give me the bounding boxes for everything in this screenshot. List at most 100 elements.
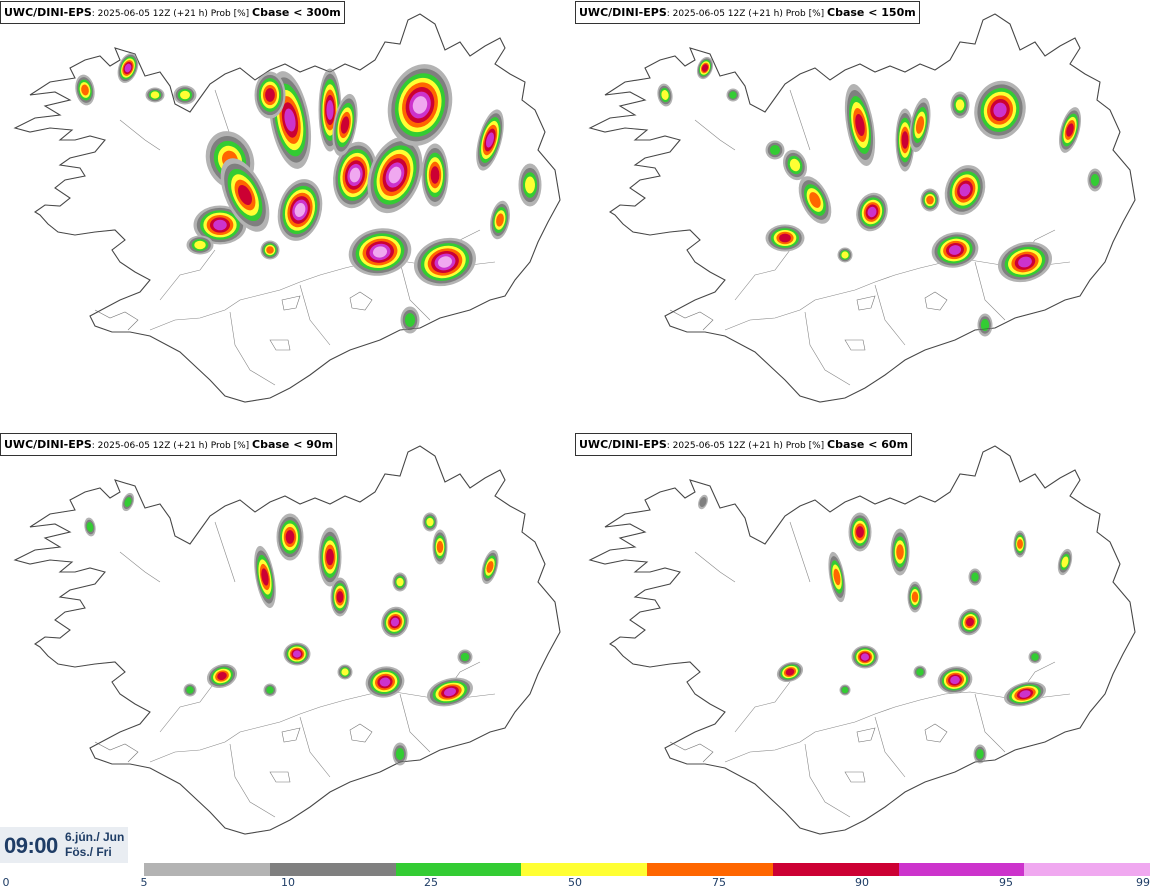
probability-blob <box>173 85 197 105</box>
probability-contour <box>916 668 924 676</box>
probability-blob <box>333 141 377 209</box>
colorbar-segment <box>1024 863 1150 876</box>
probability-blob <box>698 494 708 510</box>
probability-blob <box>348 228 412 276</box>
colorbar-tick-label: 10 <box>281 876 295 889</box>
probability-blob <box>726 88 740 102</box>
run-info: : 2025-06-05 12Z (+21 h) Prob [%] <box>91 9 253 19</box>
valid-time: 09:00 <box>4 833 58 858</box>
probability-contour <box>976 748 984 760</box>
probability-blob <box>973 744 987 764</box>
probability-blob <box>283 642 311 666</box>
probability-contour <box>426 517 434 527</box>
probability-contour <box>785 668 795 676</box>
probability-blob <box>193 205 247 245</box>
probability-contour <box>390 617 400 627</box>
probability-blob <box>413 237 477 287</box>
probability-contour <box>430 166 440 184</box>
probability-blob <box>117 53 139 83</box>
probability-blob <box>895 108 915 172</box>
probability-blob <box>1013 530 1027 558</box>
coastline-overlay <box>14 13 561 403</box>
probability-contour <box>948 245 962 255</box>
model-name: UWC/DINI-EPS <box>4 6 92 19</box>
probability-blob <box>657 83 673 107</box>
date-line-1: 6.jún./ Jun <box>65 830 125 844</box>
run-info: : 2025-06-05 12Z (+21 h) Prob [%] <box>666 9 828 19</box>
probability-blob <box>1057 548 1073 576</box>
probability-contour <box>911 591 919 603</box>
probability-blob <box>937 666 973 694</box>
panel-title: UWC/DINI-EPS: 2025-06-05 12Z (+21 h) Pro… <box>0 433 338 456</box>
probability-contour <box>841 686 849 694</box>
colorbar-segment <box>269 863 396 876</box>
probability-contour <box>867 206 877 218</box>
threshold-label: Cbase < 60m <box>827 438 909 451</box>
probability-contour <box>340 116 350 134</box>
date-line-2: Fös./ Fri <box>65 845 112 859</box>
probability-blob <box>84 517 96 537</box>
probability-contour <box>980 319 990 331</box>
panel-title: UWC/DINI-EPS: 2025-06-05 12Z (+21 h) Pro… <box>575 1 920 24</box>
probability-contour <box>238 184 252 206</box>
region-borders <box>694 89 1071 386</box>
probability-blob <box>277 179 323 241</box>
panel-title: UWC/DINI-EPS: 2025-06-05 12Z (+21 h) Pro… <box>575 433 913 456</box>
colorbar-segment <box>395 863 522 876</box>
iceland-map-90m <box>13 445 561 835</box>
probability-blob <box>421 143 449 207</box>
map-panel-90m: UWC/DINI-EPS: 2025-06-05 12Z (+21 h) Pro… <box>0 432 575 867</box>
probability-contour <box>150 91 160 99</box>
colorbar-tick-label: 0 <box>2 876 10 889</box>
probability-contour <box>809 192 821 208</box>
probability-contour <box>966 617 974 627</box>
probability-contour <box>525 176 535 194</box>
region-borders <box>694 521 1071 818</box>
probability-blob <box>145 87 165 103</box>
probability-blob <box>856 192 888 232</box>
probability-blob <box>220 158 270 232</box>
probability-contour <box>1031 653 1039 661</box>
probability-blob <box>958 608 982 636</box>
probability-contour <box>395 748 405 760</box>
probability-contour <box>294 203 306 217</box>
probability-blob <box>422 512 438 532</box>
probability-blob <box>260 240 280 260</box>
probability-contour <box>194 240 206 250</box>
probability-contour <box>443 687 457 697</box>
probability-blob <box>381 606 409 638</box>
probability-contour <box>769 144 781 156</box>
probability-blob <box>75 74 95 106</box>
probability-blob <box>254 545 276 609</box>
probability-contour <box>959 183 971 197</box>
iceland-map-300m <box>13 13 561 403</box>
probability-blob <box>765 140 785 160</box>
probability-blob <box>907 581 923 613</box>
colorbar-segment <box>521 863 647 876</box>
probability-contour <box>336 591 344 603</box>
iceland-map-60m <box>588 445 1136 835</box>
probability-blob <box>365 666 405 698</box>
probability-blob <box>337 664 353 680</box>
probability-contour <box>1019 690 1031 698</box>
probability-blob <box>968 568 982 586</box>
coastline <box>13 445 561 835</box>
probability-blob <box>183 683 197 697</box>
colorbar-segment <box>772 863 899 876</box>
coastline-overlay <box>589 13 1136 403</box>
colorbar-ticks: 0 5 10 25 50 75 90 95 99 <box>0 876 1150 891</box>
probability-blob <box>518 163 542 207</box>
probability-contour <box>485 132 495 148</box>
probability-contour <box>81 84 89 96</box>
probability-contour <box>855 113 865 137</box>
colorbar-tick-label: 25 <box>424 876 438 889</box>
probability-contour <box>396 577 404 587</box>
probability-blob <box>432 529 448 565</box>
probability-blob <box>765 224 805 252</box>
probability-blob <box>490 200 510 240</box>
probability-contour <box>661 90 669 100</box>
probability-contour <box>284 108 296 132</box>
colorbar-tick-label: 99 <box>1136 876 1150 889</box>
probability-contour <box>326 100 334 120</box>
colorbar-tick-label: 90 <box>855 876 869 889</box>
